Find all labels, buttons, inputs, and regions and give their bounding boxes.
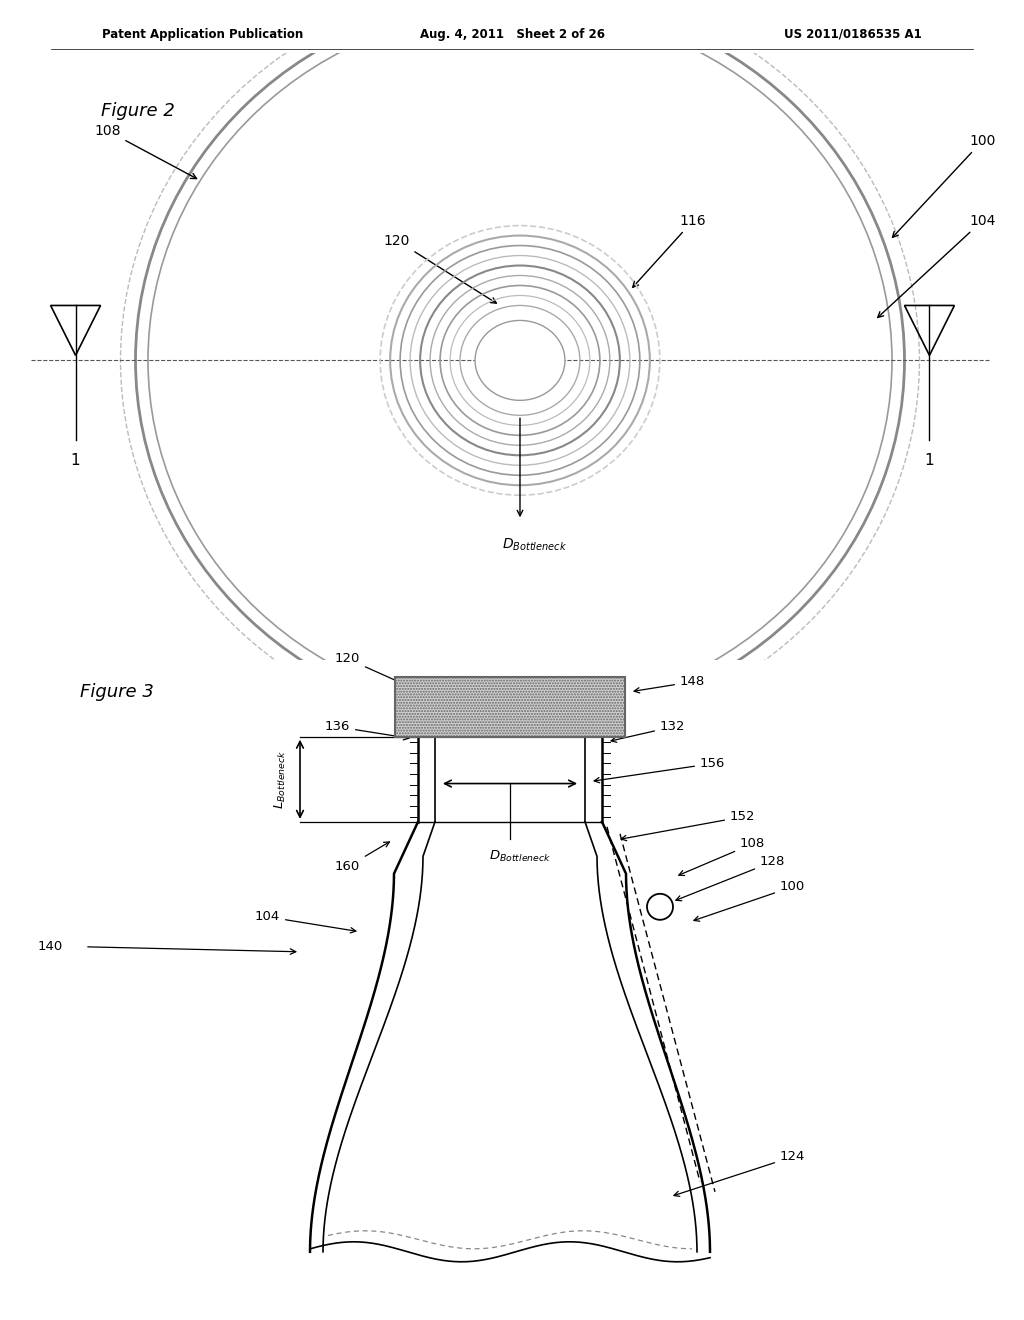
Text: 128: 128	[676, 855, 785, 900]
Text: 148: 148	[634, 676, 706, 693]
Ellipse shape	[475, 321, 565, 400]
Text: 160: 160	[335, 842, 389, 874]
Text: 100: 100	[893, 133, 995, 238]
Text: $D_{Bottleneck}$: $D_{Bottleneck}$	[488, 849, 551, 863]
Text: 108: 108	[679, 837, 765, 875]
Text: $D_{Bottleneck}$: $D_{Bottleneck}$	[503, 537, 567, 553]
Text: 108: 108	[94, 124, 197, 178]
Text: Figure 3: Figure 3	[80, 682, 154, 701]
Text: US 2011/0186535 A1: US 2011/0186535 A1	[783, 28, 922, 41]
Text: 120: 120	[384, 234, 497, 304]
Text: 104: 104	[255, 911, 356, 933]
Ellipse shape	[156, 16, 885, 705]
Text: 1: 1	[71, 453, 81, 467]
Text: 104: 104	[878, 214, 995, 318]
Text: 156: 156	[594, 758, 725, 783]
Text: Aug. 4, 2011   Sheet 2 of 26: Aug. 4, 2011 Sheet 2 of 26	[420, 28, 604, 41]
Text: 124: 124	[674, 1150, 805, 1196]
Text: Figure 2: Figure 2	[100, 102, 174, 120]
Bar	[395, 677, 625, 737]
Text: 132: 132	[611, 721, 685, 742]
Text: 120: 120	[335, 652, 407, 685]
Text: Patent Application Publication: Patent Application Publication	[102, 28, 304, 41]
Text: 152: 152	[622, 810, 756, 841]
Text: $L_{Bottleneck}$: $L_{Bottleneck}$	[273, 750, 288, 809]
Text: 136: 136	[325, 721, 409, 741]
Text: 116: 116	[633, 214, 707, 288]
Text: 140: 140	[37, 940, 62, 953]
Text: 1: 1	[925, 453, 934, 467]
Text: 100: 100	[694, 880, 805, 921]
